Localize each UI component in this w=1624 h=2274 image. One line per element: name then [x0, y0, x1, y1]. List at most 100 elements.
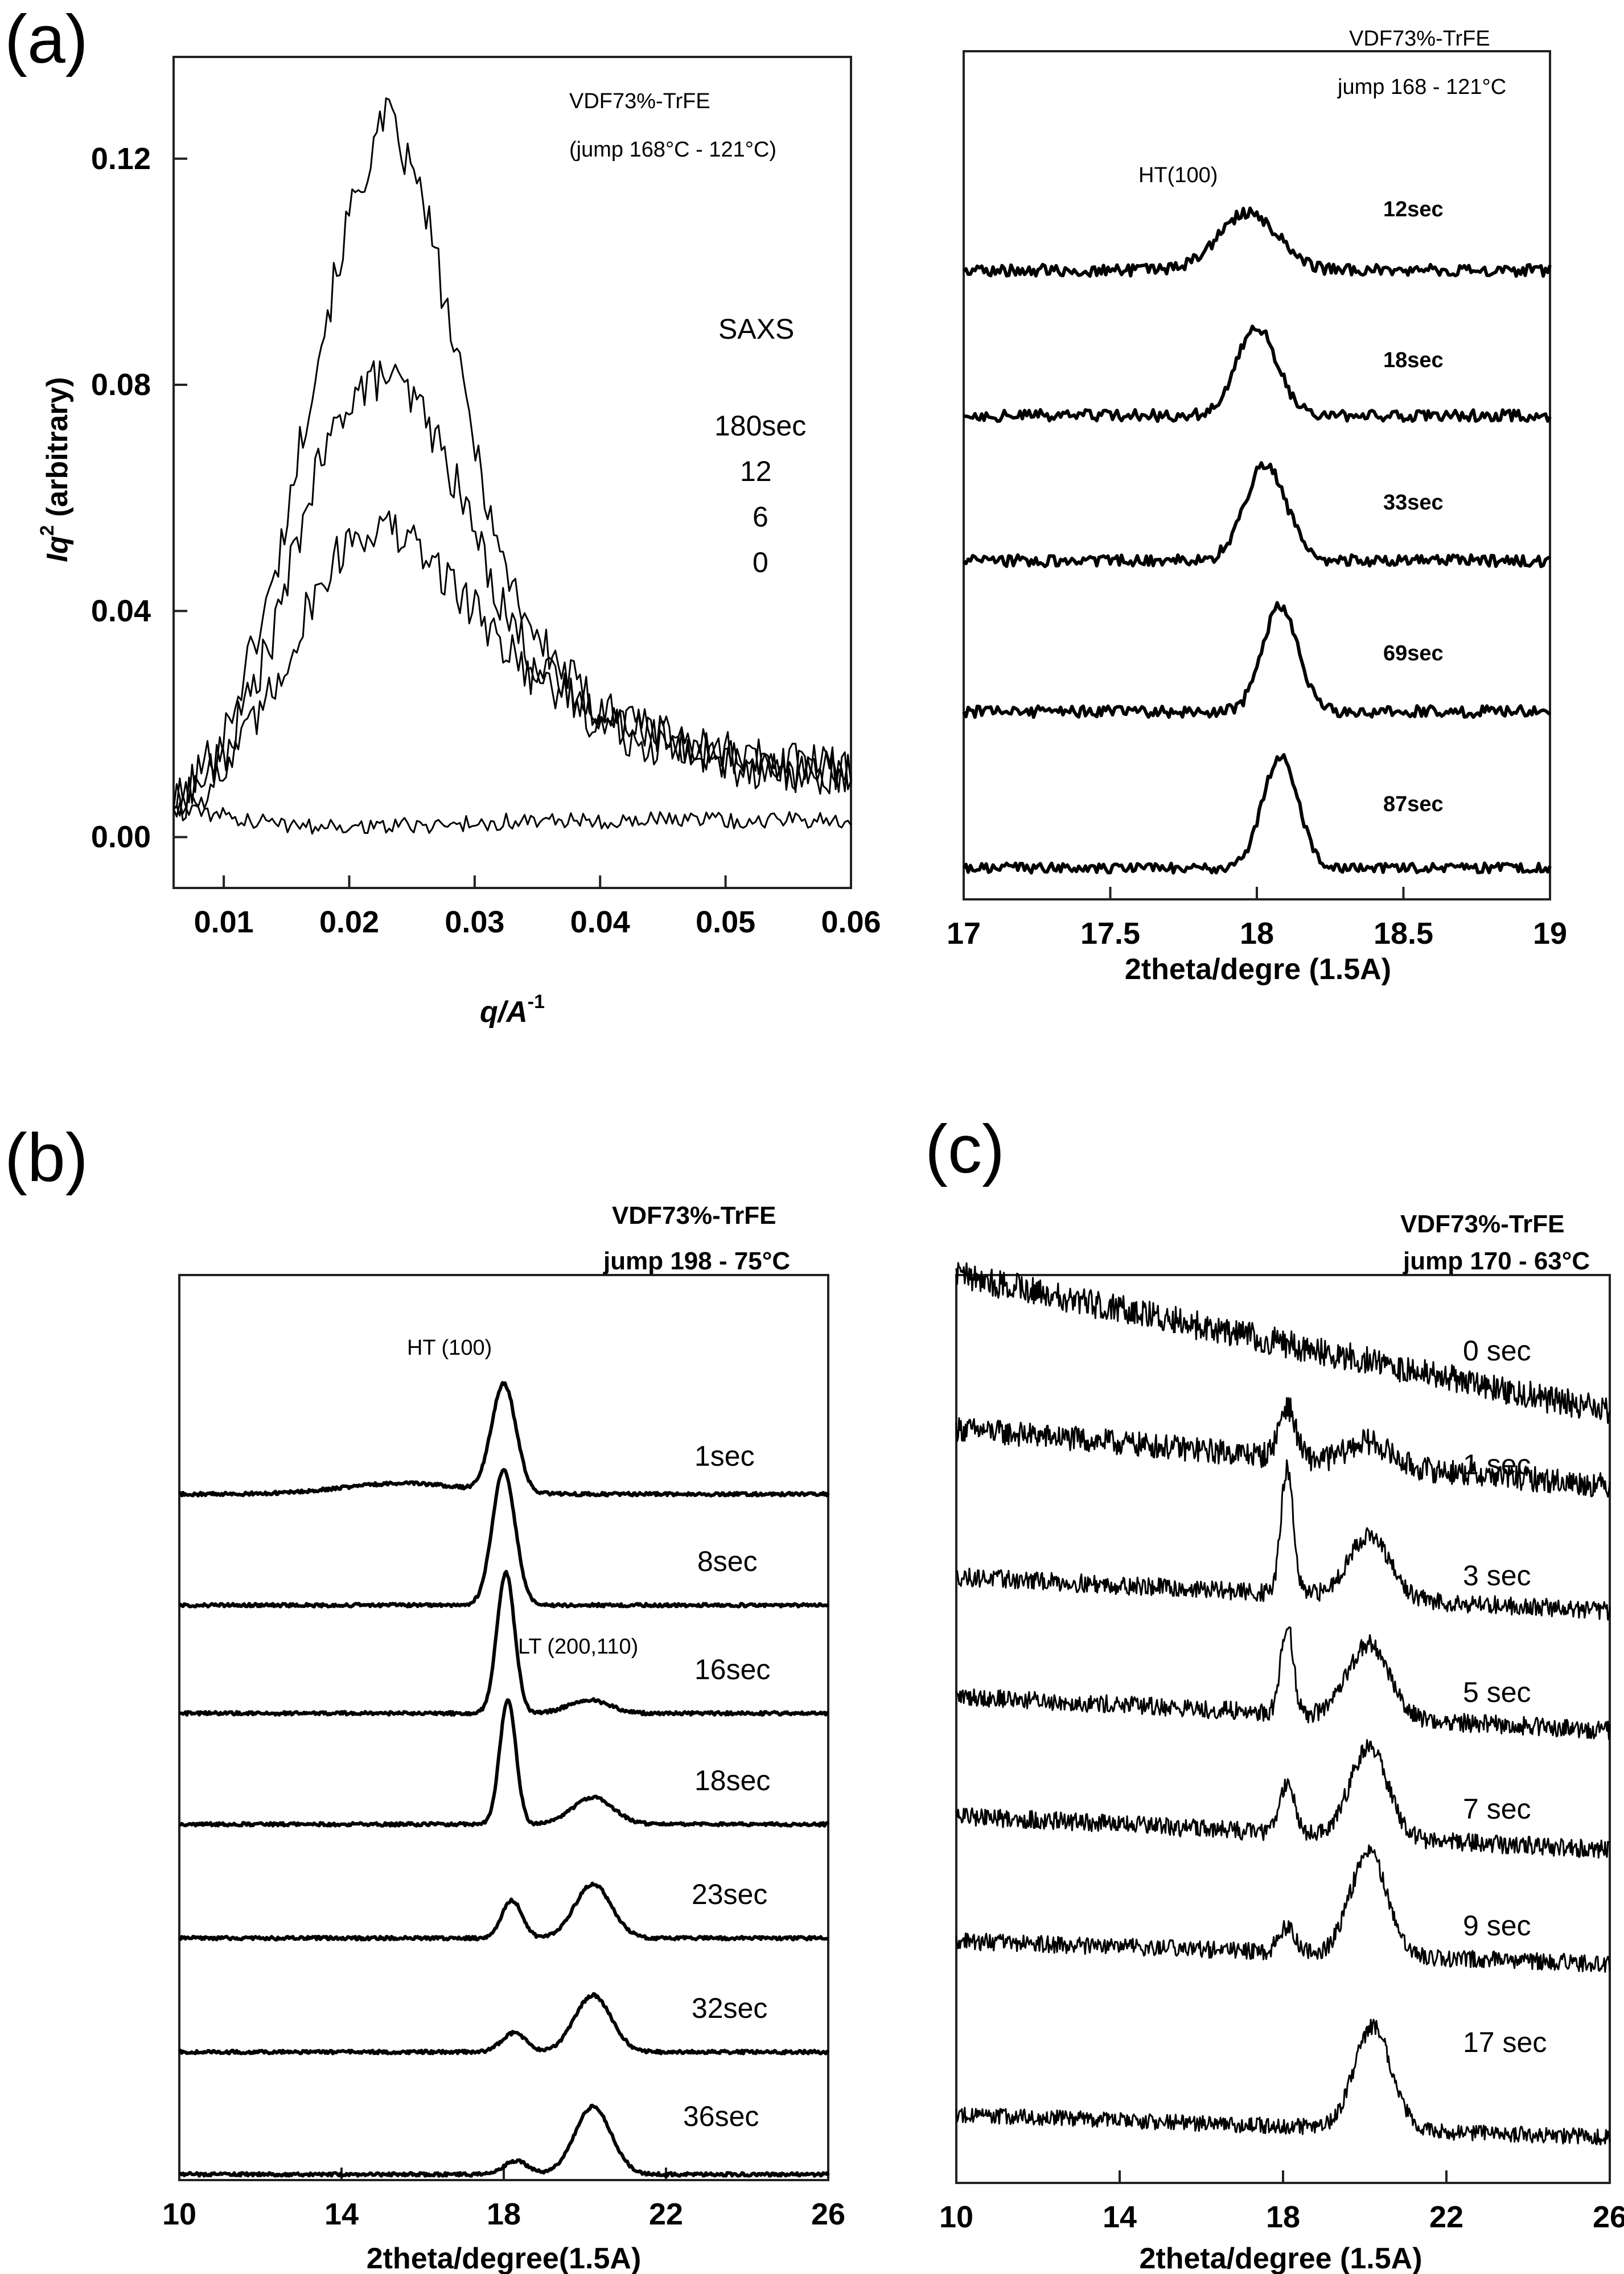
saxs-x-tick-label: 0.06 — [821, 905, 881, 939]
waxd-a-x-tick-label: 17 — [947, 916, 981, 951]
waxd-a-series-label: 12sec — [1383, 198, 1444, 221]
saxs-x-tick-label: 0.04 — [570, 905, 630, 939]
waxd-a-title: VDF73%-TrFE — [1349, 27, 1490, 51]
waxd-a-x-tick-label: 19 — [1533, 916, 1567, 951]
a2-series-87sec — [962, 753, 1552, 875]
c-series-1sec — [955, 1397, 1611, 1498]
saxs-chart: VDF73%-TrFE (jump 168°C - 121°C) SAXS 18… — [36, 56, 881, 1029]
waxd-b-series-labels: 1sec 8sec 16sec 18sec 23sec 32sec 36sec — [683, 1440, 770, 2132]
waxd-b-series-label: 8sec — [697, 1545, 758, 1577]
waxd-b-ticks: 10 14 18 22 26 — [162, 2168, 845, 2231]
waxd-c-series-label: 7 sec — [1463, 1793, 1531, 1825]
waxd-a-x-axis-label: 2theta/degre (1.5A) — [1125, 953, 1391, 986]
waxd-b-series-label: 18sec — [694, 1765, 770, 1796]
waxd-c-curves — [955, 1262, 1611, 2146]
saxs-y-tick-label: 0.00 — [91, 820, 151, 854]
b-series-1sec — [178, 1381, 830, 1498]
a2-series-33sec — [962, 461, 1551, 569]
saxs-y-axis-label: Iq2 (arbitrary) — [36, 377, 74, 562]
waxd-c-series-label: 9 sec — [1463, 1910, 1531, 1942]
waxd-c-series-label: 5 sec — [1463, 1676, 1531, 1708]
c-series-9sec — [955, 1844, 1611, 1973]
waxd-b-x-tick-label: 18 — [487, 2197, 521, 2231]
b-series-8sec — [179, 1467, 830, 1609]
c-series-7sec — [955, 1739, 1611, 1859]
waxd-b-curves — [178, 1381, 830, 2178]
panel-label-a: (a) — [5, 1, 88, 77]
waxd-b-annotation-lt: LT (200,110) — [518, 1635, 638, 1659]
waxd-a-plot-frame — [963, 50, 1551, 900]
saxs-x-tick-label: 0.03 — [445, 905, 504, 939]
saxs-plot-frame — [172, 56, 852, 889]
waxd-b-x-axis-label: 2theta/degree(1.5A) — [367, 2242, 642, 2274]
waxd-b-subtitle: jump 198 - 75°C — [603, 1247, 790, 1275]
waxd-b-series-label: 36sec — [683, 2100, 759, 2132]
saxs-legend-entry-0: 0 — [753, 546, 768, 578]
waxd-a-series-label: 18sec — [1383, 348, 1444, 372]
saxs-x-tick-label: 0.05 — [696, 905, 755, 939]
waxd-b-series-label: 23sec — [692, 1878, 767, 1910]
waxd-a-series-label: 87sec — [1383, 792, 1444, 816]
c-series-17sec — [955, 2018, 1611, 2146]
saxs-title: VDF73%-TrFE — [569, 89, 710, 113]
waxd-a-chart: VDF73%-TrFE jump 168 - 121°C HT(100) 12s… — [947, 27, 1567, 986]
saxs-y-tick-label: 0.04 — [91, 594, 151, 628]
waxd-c-series-label: 0 sec — [1463, 1335, 1531, 1367]
waxd-b-title: VDF73%-TrFE — [612, 1202, 776, 1229]
saxs-curves — [172, 97, 852, 835]
waxd-c-x-tick-label: 10 — [939, 2200, 973, 2234]
saxs-series-6 — [172, 510, 852, 817]
c-series-0sec — [955, 1262, 1611, 1424]
saxs-legend-title: SAXS — [718, 313, 794, 345]
waxd-c-x-tick-label: 14 — [1103, 2200, 1137, 2234]
waxd-c-ticks: 10 14 18 22 26 — [939, 2170, 1624, 2234]
saxs-series-0 — [172, 802, 852, 835]
c-series-3sec — [955, 1459, 1611, 1621]
waxd-a-peak-label: HT(100) — [1138, 163, 1218, 187]
saxs-legend-entry-180sec: 180sec — [714, 410, 806, 442]
waxd-a-series-labels: 12sec 18sec 33sec 69sec 87sec — [1383, 198, 1444, 816]
saxs-y-tick-label: 0.12 — [91, 142, 151, 176]
waxd-b-annotation-ht: HT (100) — [407, 1336, 492, 1360]
waxd-c-series-label: 17 sec — [1463, 2026, 1547, 2058]
waxd-b-series-label: 16sec — [694, 1654, 770, 1685]
waxd-b-x-tick-label: 10 — [162, 2197, 196, 2231]
b-series-16sec — [179, 1569, 829, 1717]
saxs-legend-entry-12: 12 — [740, 455, 772, 487]
waxd-c-subtitle: jump 170 - 63°C — [1403, 1247, 1590, 1275]
waxd-a-subtitle: jump 168 - 121°C — [1337, 75, 1506, 99]
saxs-x-tick-label: 0.01 — [194, 905, 254, 939]
waxd-b-series-label: 32sec — [692, 1992, 767, 2024]
waxd-c-x-axis-label: 2theta/degree (1.5A) — [1139, 2242, 1422, 2274]
waxd-b-x-tick-label: 22 — [649, 2197, 683, 2231]
waxd-c-x-tick-label: 18 — [1266, 2200, 1300, 2234]
saxs-legend-entry-6: 6 — [753, 501, 768, 533]
waxd-c-x-tick-label: 22 — [1429, 2200, 1463, 2234]
b-series-18sec — [178, 1698, 830, 1828]
saxs-ticks: 0.01 0.02 0.03 0.04 0.05 0.06 0.00 0.04 0.08 0.12 — [91, 142, 881, 939]
saxs-x-tick-label: 0.02 — [319, 905, 379, 939]
waxd-b-series-label: 1sec — [694, 1440, 755, 1472]
waxd-a-curves — [962, 206, 1552, 875]
waxd-a-x-tick-label: 18 — [1240, 916, 1274, 951]
c-series-5sec — [955, 1626, 1611, 1740]
waxd-c-series-label: 3 sec — [1463, 1560, 1531, 1592]
saxs-x-axis-label: q/A-1 — [480, 991, 545, 1029]
panel-label-b: (b) — [5, 1120, 88, 1196]
waxd-c-title: VDF73%-TrFE — [1400, 1210, 1565, 1238]
panel-label-c: (c) — [925, 1111, 1005, 1187]
saxs-series-12 — [172, 360, 852, 821]
waxd-b-plot-frame — [178, 1274, 829, 2181]
waxd-a-x-tick-label: 18.5 — [1374, 916, 1433, 951]
a2-series-18sec — [964, 324, 1552, 423]
waxd-a-x-tick-label: 17.5 — [1080, 916, 1140, 951]
a2-series-12sec — [962, 206, 1552, 278]
saxs-series-180sec — [173, 97, 852, 810]
b-series-23sec — [178, 1881, 829, 1942]
a2-series-69sec — [962, 601, 1551, 719]
saxs-y-tick-label: 0.08 — [91, 368, 151, 402]
waxd-b-chart: VDF73%-TrFE jump 198 - 75°C HT (100) LT … — [162, 1202, 845, 2274]
